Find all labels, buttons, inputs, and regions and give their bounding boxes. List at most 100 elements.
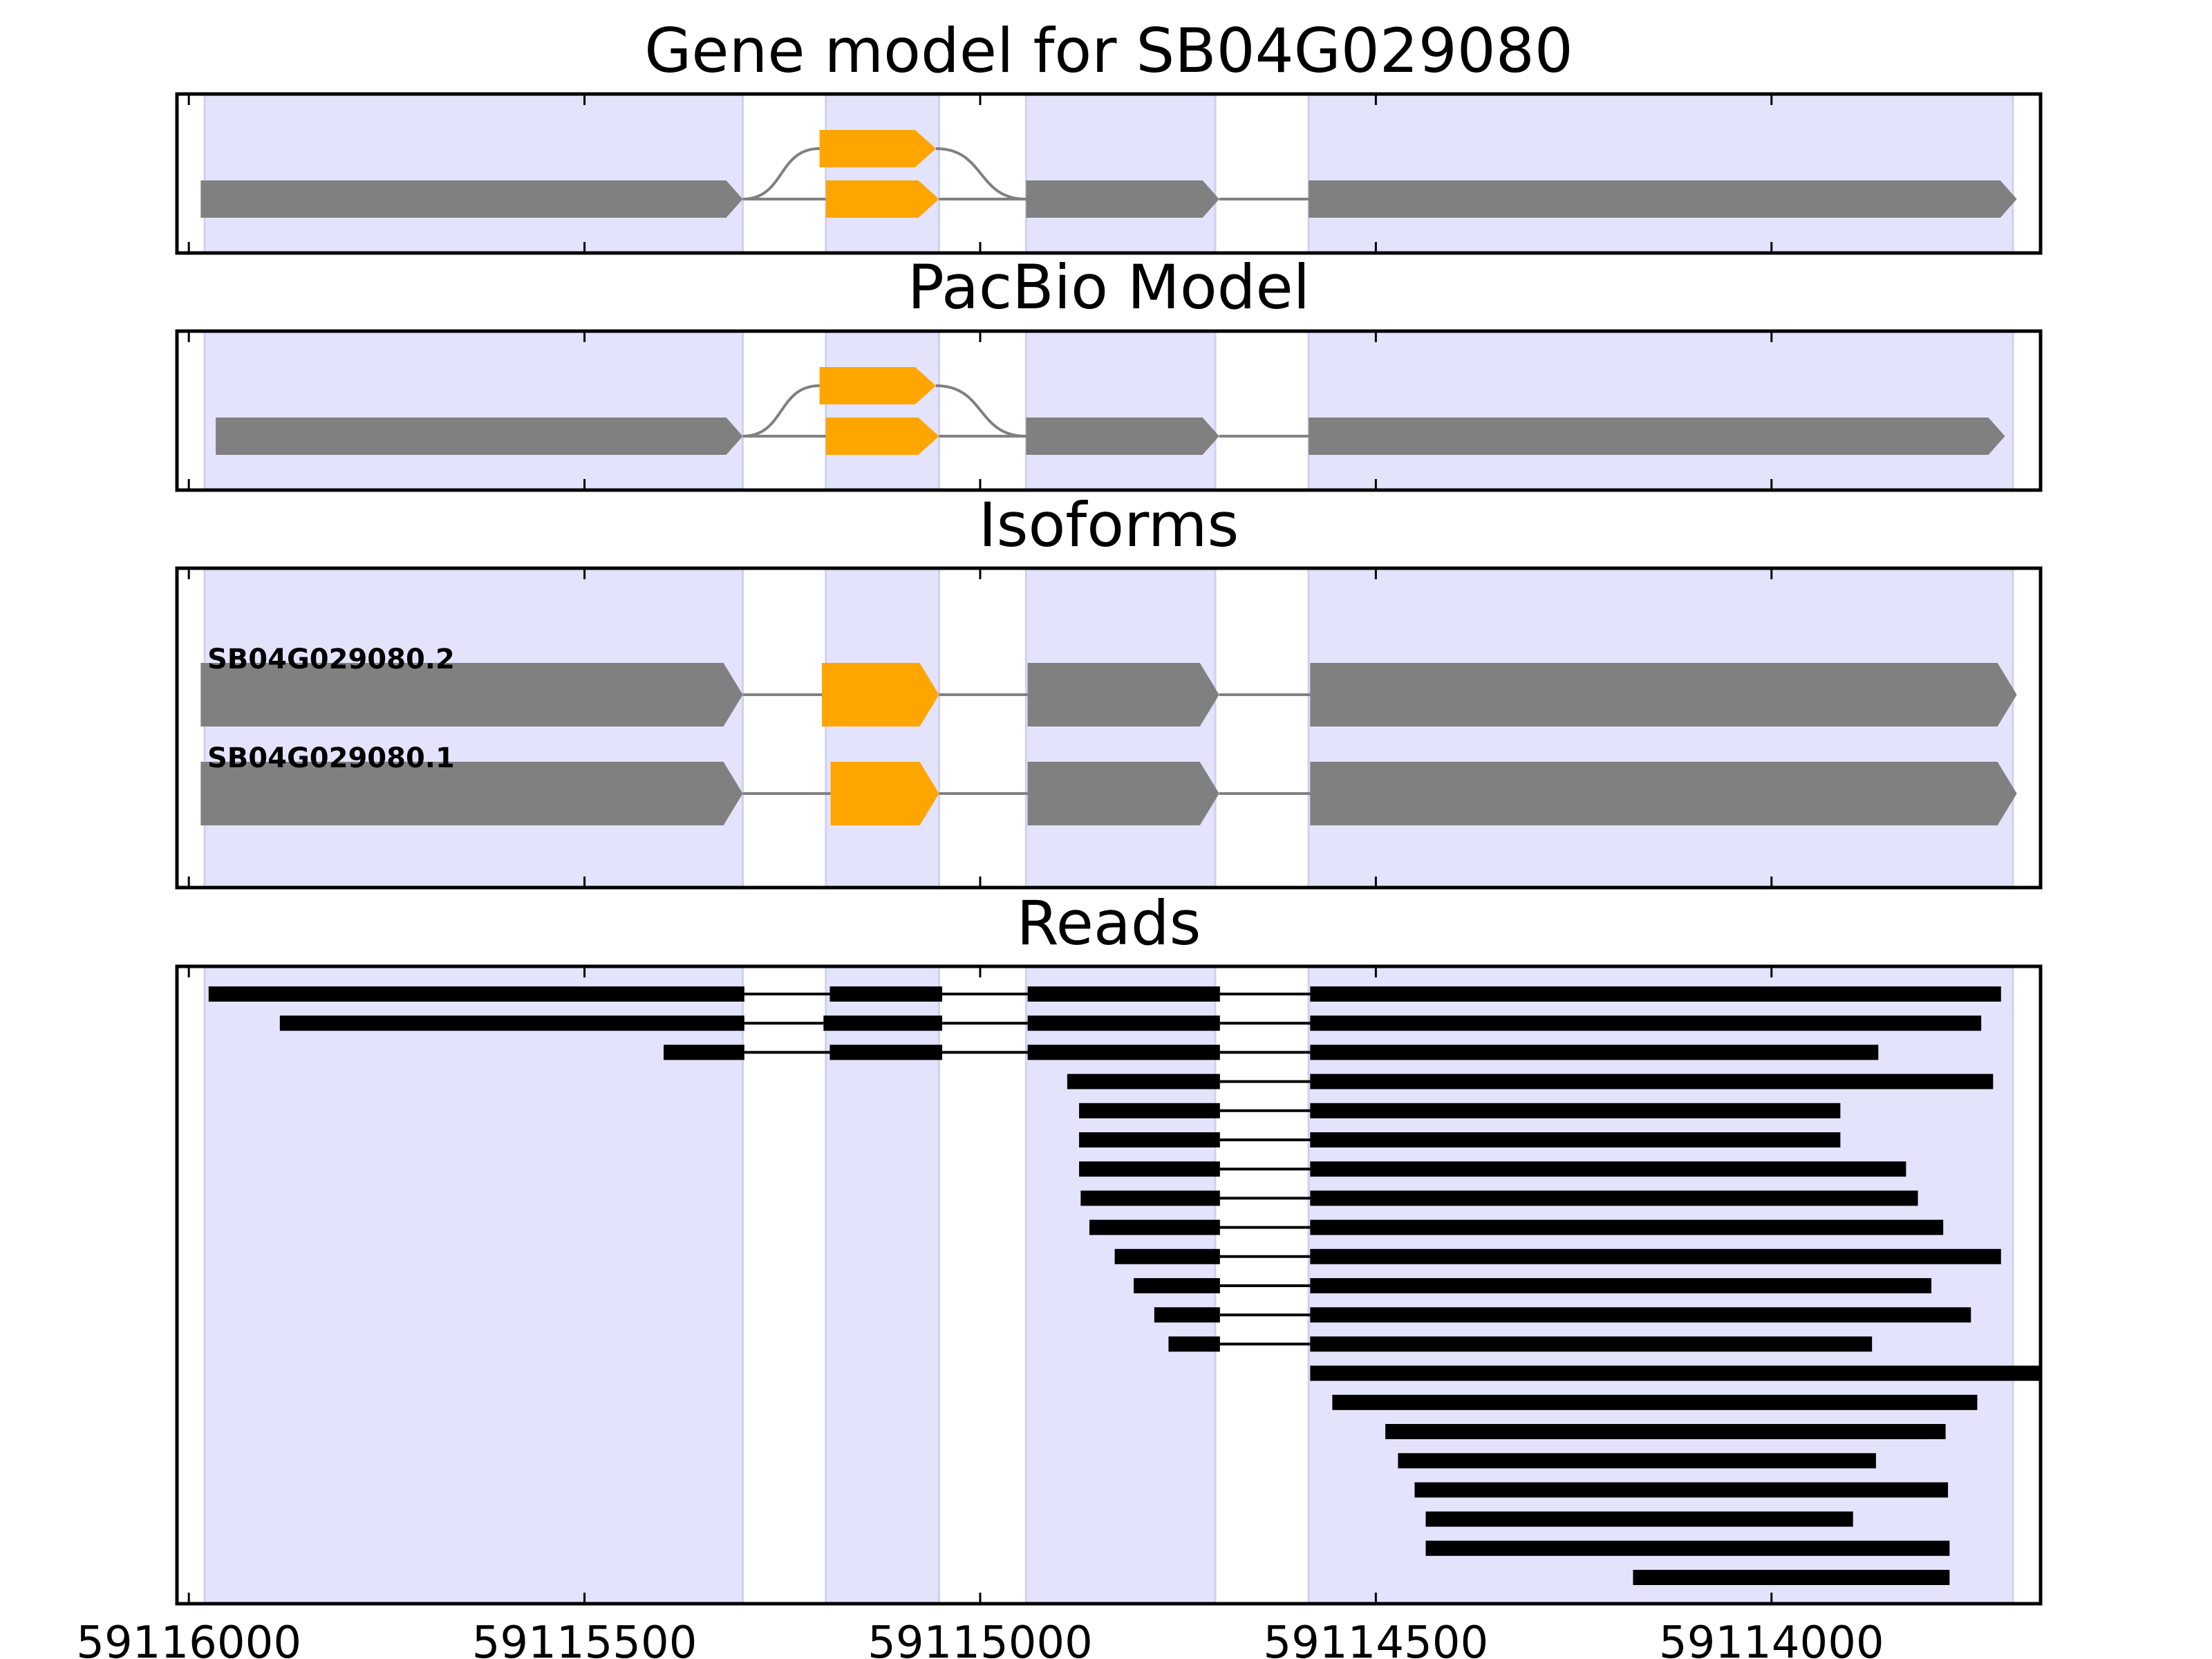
pacbio-model-ticks	[187, 331, 1773, 490]
gene-model-title: Gene model for SB04G029080	[644, 15, 1573, 86]
read-row	[208, 986, 2001, 1002]
exon-region-band	[1024, 567, 1217, 889]
read-row	[1080, 1190, 1918, 1206]
read-block	[1332, 1394, 1978, 1410]
x-tick-label: 59114000	[1659, 1618, 1884, 1659]
isoform-label: SB04G029080.2	[207, 644, 455, 675]
read-row	[1154, 1307, 1971, 1323]
read-block	[1027, 1044, 1220, 1060]
gene-exon	[1309, 418, 2005, 455]
read-block	[1089, 1219, 1220, 1235]
read-block	[1310, 1132, 1841, 1147]
isoform-exon	[1310, 762, 2017, 825]
read-row	[1385, 1424, 1946, 1439]
read-block	[1168, 1336, 1220, 1352]
x-tick-label: 59114500	[1263, 1618, 1488, 1659]
read-block	[1067, 1074, 1220, 1089]
reads-frame	[175, 964, 2043, 1606]
isoform-label: SB04G029080.1	[207, 742, 455, 774]
exon-region-band	[1024, 93, 1217, 254]
x-tick-label: 59115500	[472, 1618, 697, 1659]
read-block	[1310, 1278, 1932, 1293]
exon-region-band	[825, 567, 940, 889]
read-row	[1425, 1511, 1853, 1527]
gene-exon	[1309, 180, 2017, 218]
read-row	[1134, 1278, 1932, 1293]
gene-model-frame	[175, 92, 2043, 255]
exon-region-band	[825, 965, 940, 1605]
gene-model-panel: Gene model for SB04G029080	[175, 15, 2043, 255]
read-block	[1154, 1307, 1220, 1323]
read-block	[1425, 1540, 1950, 1556]
isoforms-ticks	[187, 568, 1773, 888]
read-row	[1310, 1365, 2041, 1381]
read-block	[1310, 1044, 1879, 1060]
exon-region-band	[1024, 330, 1217, 491]
read-block	[1114, 1248, 1220, 1264]
read-block	[830, 1044, 943, 1060]
pacbio-model-panel: PacBio Model	[175, 252, 2043, 492]
read-row	[1067, 1074, 1994, 1089]
x-tick-label: 59115000	[868, 1618, 1093, 1659]
read-block	[1633, 1570, 1950, 1585]
exon-region-band	[825, 93, 940, 254]
exon-region-band	[203, 965, 744, 1605]
reads-title: Reads	[1017, 888, 1201, 959]
read-block	[1310, 1074, 1994, 1089]
read-block	[1385, 1424, 1946, 1439]
splice-arc	[935, 147, 1027, 200]
read-row	[1332, 1394, 1978, 1410]
exon-region-band	[203, 330, 744, 491]
isoform-tracks: SB04G029080.2 SB04G029080.1	[200, 644, 2017, 825]
isoforms-panel: Isoforms SB04G029080.2 SB04G029080.1	[175, 489, 2043, 890]
read-row	[1079, 1161, 1906, 1177]
read-block	[1134, 1278, 1220, 1293]
pacbio-model-title: PacBio Model	[908, 252, 1310, 323]
read-block	[1310, 1103, 1841, 1118]
read-row	[1425, 1540, 1950, 1556]
read-block	[1310, 1190, 1918, 1206]
read-block	[1079, 1132, 1220, 1147]
exon-region-band	[825, 330, 940, 491]
isoforms-title: Isoforms	[979, 489, 1239, 561]
isoform-exon	[200, 663, 743, 727]
reads-panel: Reads	[175, 888, 2043, 1606]
read-block	[830, 986, 943, 1002]
read-block	[1080, 1190, 1220, 1206]
read-row	[1633, 1570, 1950, 1585]
read-block	[1079, 1103, 1220, 1118]
read-block	[1414, 1482, 1949, 1498]
exon-region-band	[1307, 93, 2014, 254]
splice-arc	[742, 147, 820, 200]
read-row	[279, 1015, 1982, 1031]
read-row	[1079, 1103, 1841, 1118]
read-block	[1310, 1336, 1873, 1352]
read-block	[1310, 1365, 2041, 1381]
read-row	[1414, 1482, 1949, 1498]
exon-region-bands	[203, 93, 2014, 254]
read-block	[1310, 986, 2001, 1002]
gene-model-ticks	[187, 94, 1773, 253]
read-block	[1310, 1219, 1944, 1235]
exon-region-band	[1307, 330, 2014, 491]
read-block	[1079, 1161, 1220, 1177]
gene-exon	[216, 418, 743, 455]
read-block	[1027, 1015, 1220, 1031]
read-block	[1027, 986, 1220, 1002]
pacbio-model-tracks	[216, 367, 2005, 455]
read-block	[1425, 1511, 1853, 1527]
x-tick-label: 59116000	[76, 1618, 301, 1659]
read-block	[208, 986, 744, 1002]
read-row	[1079, 1132, 1841, 1147]
gene-exon	[1026, 418, 1219, 455]
read-block	[1398, 1453, 1876, 1469]
exon-region-band	[1307, 567, 2014, 889]
read-block	[664, 1044, 744, 1060]
read-tracks	[208, 986, 2041, 1585]
read-block	[1310, 1307, 1971, 1323]
exon-region-band	[203, 567, 744, 889]
read-row	[1114, 1248, 2001, 1264]
isoforms-frame	[175, 566, 2043, 890]
gene-model-tracks	[200, 130, 2017, 218]
